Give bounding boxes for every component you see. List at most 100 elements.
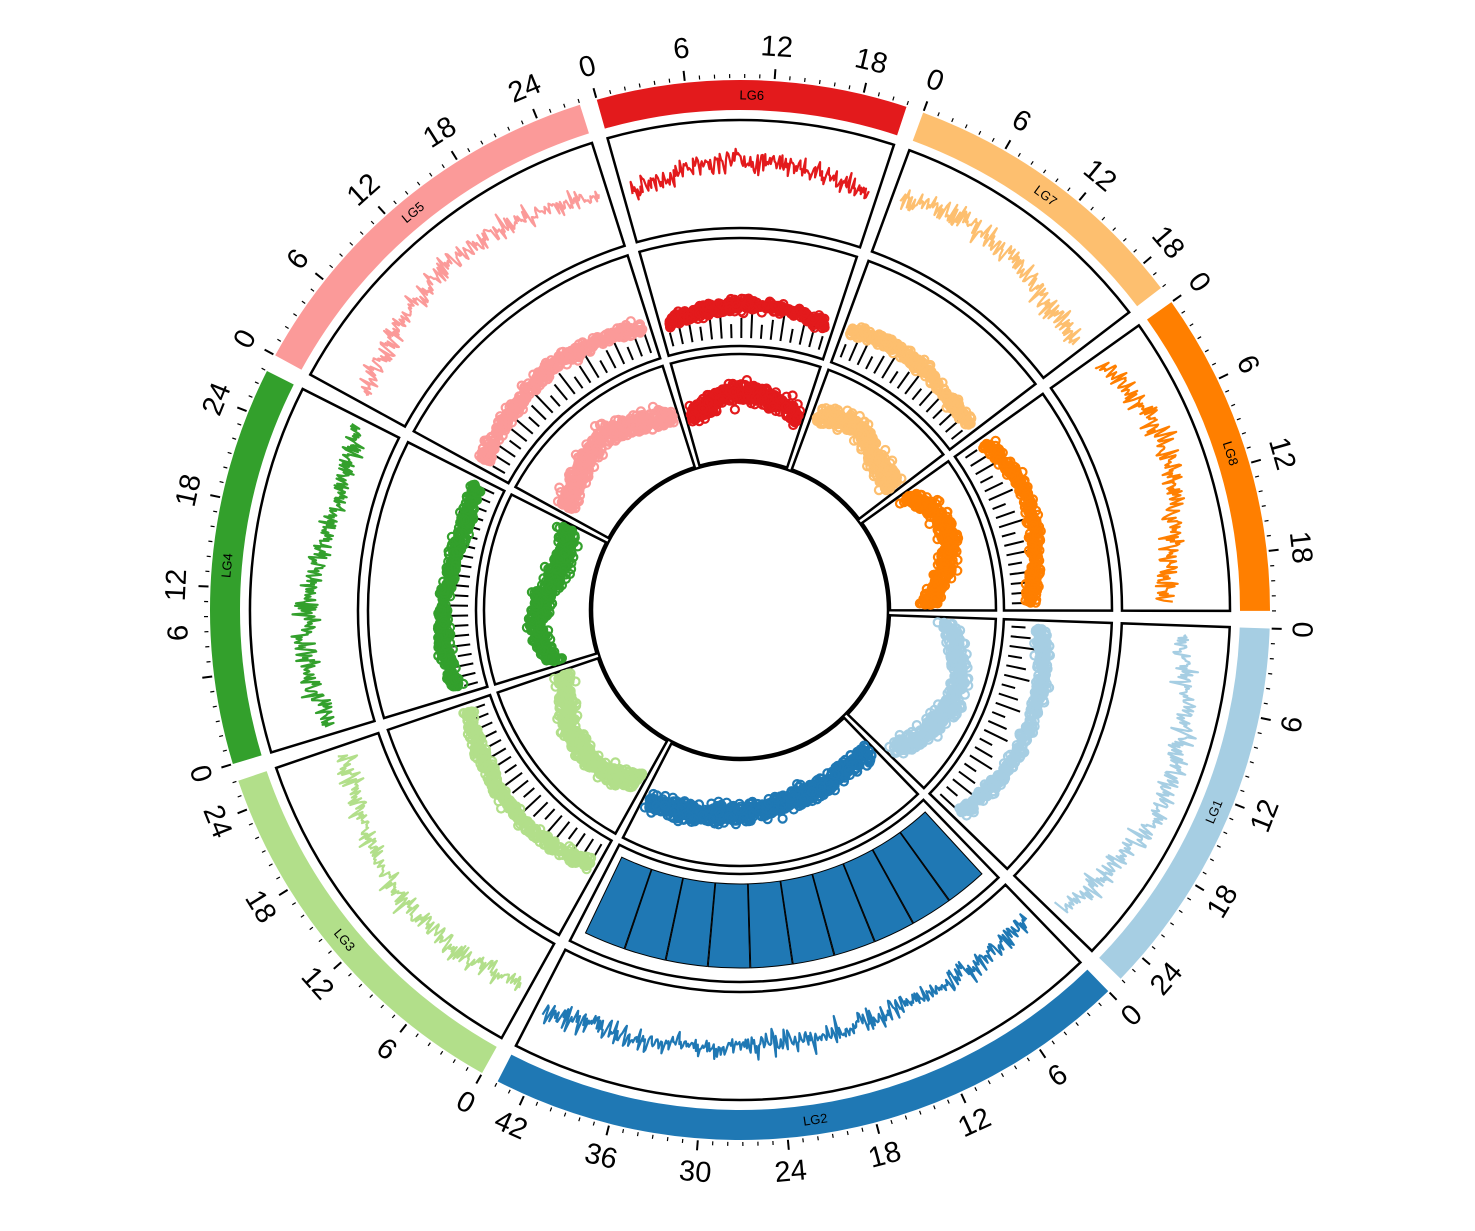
middle-tick bbox=[454, 624, 469, 627]
tick-mark bbox=[429, 172, 433, 177]
tick-mark bbox=[1030, 160, 1034, 165]
tick-mark bbox=[877, 92, 880, 97]
middle-point bbox=[436, 654, 447, 665]
tick-mark bbox=[682, 70, 686, 82]
tick-mark bbox=[831, 1133, 834, 1138]
middle-tick bbox=[523, 787, 535, 798]
tick-mark bbox=[237, 423, 242, 426]
tick-mark bbox=[255, 836, 260, 840]
middle-tick bbox=[558, 372, 576, 395]
middle-tick bbox=[1011, 625, 1026, 629]
tick-mark bbox=[268, 863, 273, 867]
tick-mark bbox=[906, 100, 909, 106]
tick-mark bbox=[846, 1130, 849, 1136]
tick-mark bbox=[1108, 991, 1118, 1001]
middle-tick bbox=[492, 465, 506, 474]
middle-tick bbox=[1010, 635, 1031, 640]
tick-mark bbox=[890, 1119, 893, 1125]
inner-frame-lg2 bbox=[621, 716, 920, 868]
middle-tick bbox=[567, 827, 578, 840]
tick-mark bbox=[978, 130, 982, 135]
tick-mark bbox=[1172, 294, 1182, 302]
tick-mark bbox=[215, 720, 220, 723]
tick-mark bbox=[1055, 178, 1059, 183]
tick-mark bbox=[609, 89, 612, 95]
tick-mark bbox=[947, 1099, 950, 1104]
tick-mark bbox=[261, 367, 266, 371]
tick-mark bbox=[339, 253, 343, 257]
middle-tick bbox=[983, 728, 1008, 743]
middle-tick bbox=[593, 843, 603, 857]
tick-mark bbox=[964, 124, 968, 129]
tick-mark bbox=[380, 1004, 385, 1009]
tick-mark bbox=[1216, 845, 1221, 848]
tick-mark bbox=[210, 525, 215, 528]
ideogram-lg2 bbox=[497, 969, 1109, 1140]
tick-mark bbox=[1260, 717, 1271, 721]
tick-mark bbox=[208, 540, 213, 543]
outer-line-lg5 bbox=[359, 190, 600, 396]
tick-mark bbox=[1246, 446, 1251, 449]
middle-tick bbox=[750, 312, 754, 339]
middle-tick bbox=[530, 404, 547, 421]
tick-mark bbox=[261, 850, 266, 853]
middle-tick bbox=[599, 360, 608, 374]
middle-tick bbox=[504, 763, 517, 774]
tick-mark bbox=[232, 437, 237, 440]
middle-tick bbox=[963, 762, 977, 773]
tick-mark bbox=[577, 98, 580, 104]
tick-mark bbox=[862, 82, 868, 93]
outer-frame-lg6 bbox=[605, 118, 896, 249]
tick-mark bbox=[222, 749, 227, 752]
middle-point bbox=[1024, 714, 1035, 726]
tick-mark bbox=[264, 348, 274, 356]
tick-mark bbox=[232, 780, 237, 784]
tick-mark bbox=[1249, 761, 1254, 764]
tick-mark bbox=[465, 1066, 469, 1072]
middle-tick bbox=[534, 393, 554, 414]
tick-mark bbox=[904, 1115, 908, 1120]
middle-point bbox=[1001, 759, 1012, 771]
tick-mark bbox=[1253, 746, 1259, 749]
tick-mark bbox=[210, 494, 221, 499]
tick-mark bbox=[1236, 417, 1241, 421]
middle-point bbox=[986, 775, 997, 787]
middle-tick bbox=[510, 428, 528, 442]
middle-tick bbox=[991, 711, 1006, 719]
tick-mark bbox=[636, 1132, 639, 1137]
middle-point bbox=[544, 844, 555, 855]
middle-bar bbox=[665, 877, 716, 968]
middle-point bbox=[968, 803, 979, 814]
tick-mark bbox=[622, 1128, 625, 1134]
tick-mark bbox=[666, 1137, 669, 1142]
tick-mark bbox=[1017, 152, 1021, 157]
tick-mark bbox=[1194, 884, 1205, 892]
tick-mark bbox=[348, 972, 352, 977]
tick-mark bbox=[467, 148, 471, 153]
middle-point bbox=[480, 744, 491, 755]
outer-frame-lg1 bbox=[1012, 622, 1231, 953]
tick-mark bbox=[1263, 702, 1268, 705]
tick-mark bbox=[393, 200, 397, 205]
tick-mark bbox=[1131, 968, 1136, 973]
tick-mark bbox=[223, 466, 228, 469]
middle-bar bbox=[584, 856, 652, 950]
inner-frame-lg8 bbox=[860, 459, 998, 612]
middle-tick bbox=[998, 692, 1019, 701]
middle-tick bbox=[553, 383, 568, 401]
middle-point bbox=[1041, 643, 1052, 655]
tick-mark bbox=[377, 205, 386, 215]
tick-mark bbox=[951, 118, 954, 123]
tick-mark bbox=[1241, 432, 1246, 435]
middle-point bbox=[440, 592, 451, 604]
tick-mark bbox=[450, 150, 458, 161]
tick-mark bbox=[213, 510, 218, 513]
middle-frame-lg3 bbox=[386, 693, 614, 937]
tick-mark bbox=[416, 181, 421, 186]
tick-mark bbox=[1063, 1031, 1068, 1036]
middle-point bbox=[441, 640, 452, 652]
tick-mark bbox=[817, 1136, 819, 1141]
tick-mark bbox=[1000, 1073, 1005, 1078]
outer-frame-lg4 bbox=[248, 387, 401, 754]
tick-mark bbox=[236, 406, 247, 413]
